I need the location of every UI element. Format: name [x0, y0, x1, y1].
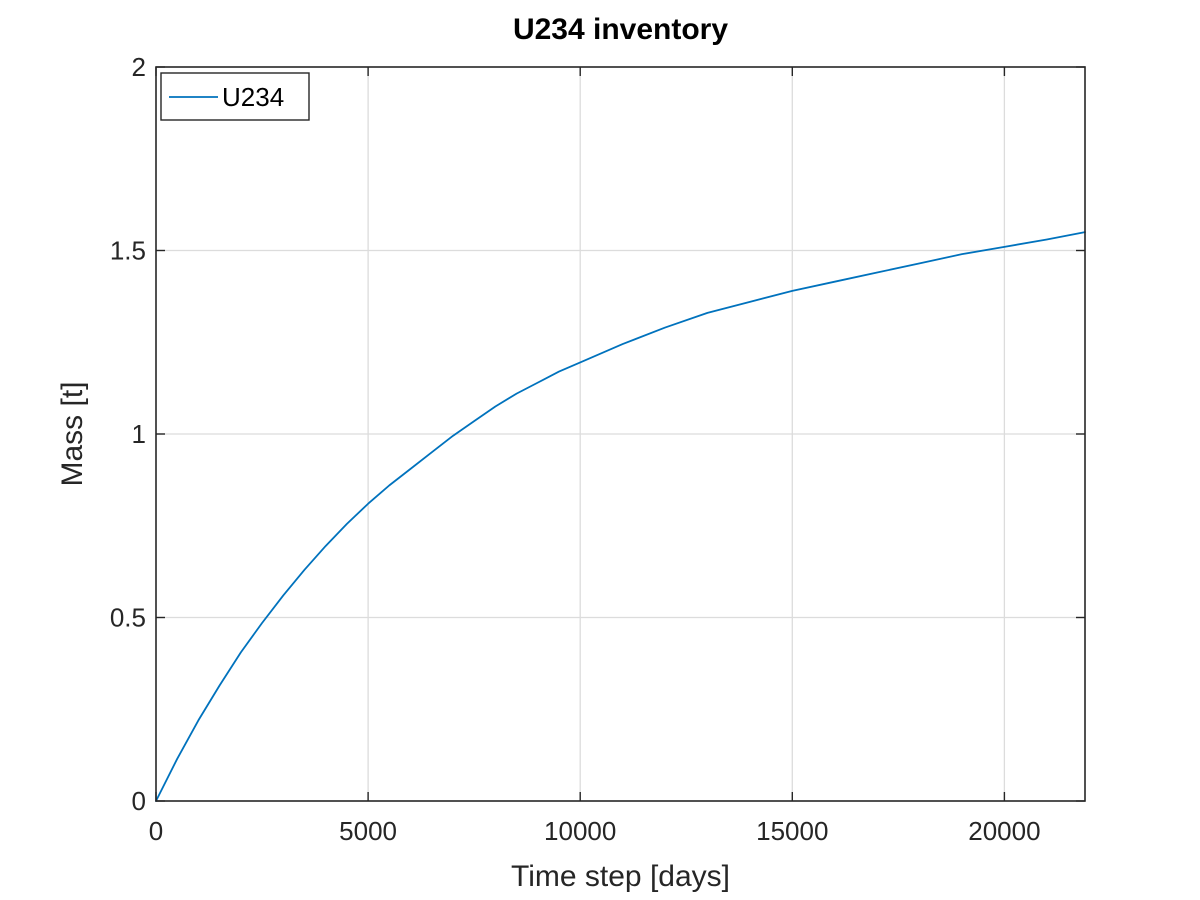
series-line-u234 [155, 231, 1086, 802]
x-tick-label: 15000 [756, 816, 828, 846]
x-tick-label: 0 [149, 816, 163, 846]
x-tick-label: 10000 [544, 816, 616, 846]
x-tick-label: 20000 [968, 816, 1040, 846]
grid [156, 67, 1085, 801]
y-tick-label: 1 [132, 419, 146, 449]
x-axis-label: Time step [days] [511, 860, 730, 893]
legend: U234 [160, 72, 310, 121]
y-tick-label: 0 [132, 786, 146, 816]
y-tick-label: 2 [132, 52, 146, 82]
y-tick-label: 1.5 [110, 236, 146, 266]
ticks: 0 5000 10000 15000 20000 0 0.5 1 1.5 2 [110, 52, 1085, 846]
series-layer [155, 231, 1086, 802]
x-tick-label: 5000 [339, 816, 397, 846]
legend-label: U234 [222, 82, 284, 112]
y-tick-label: 0.5 [110, 603, 146, 633]
y-axis-label: Mass [t] [56, 381, 89, 486]
chart-title: U234 inventory [513, 13, 728, 46]
